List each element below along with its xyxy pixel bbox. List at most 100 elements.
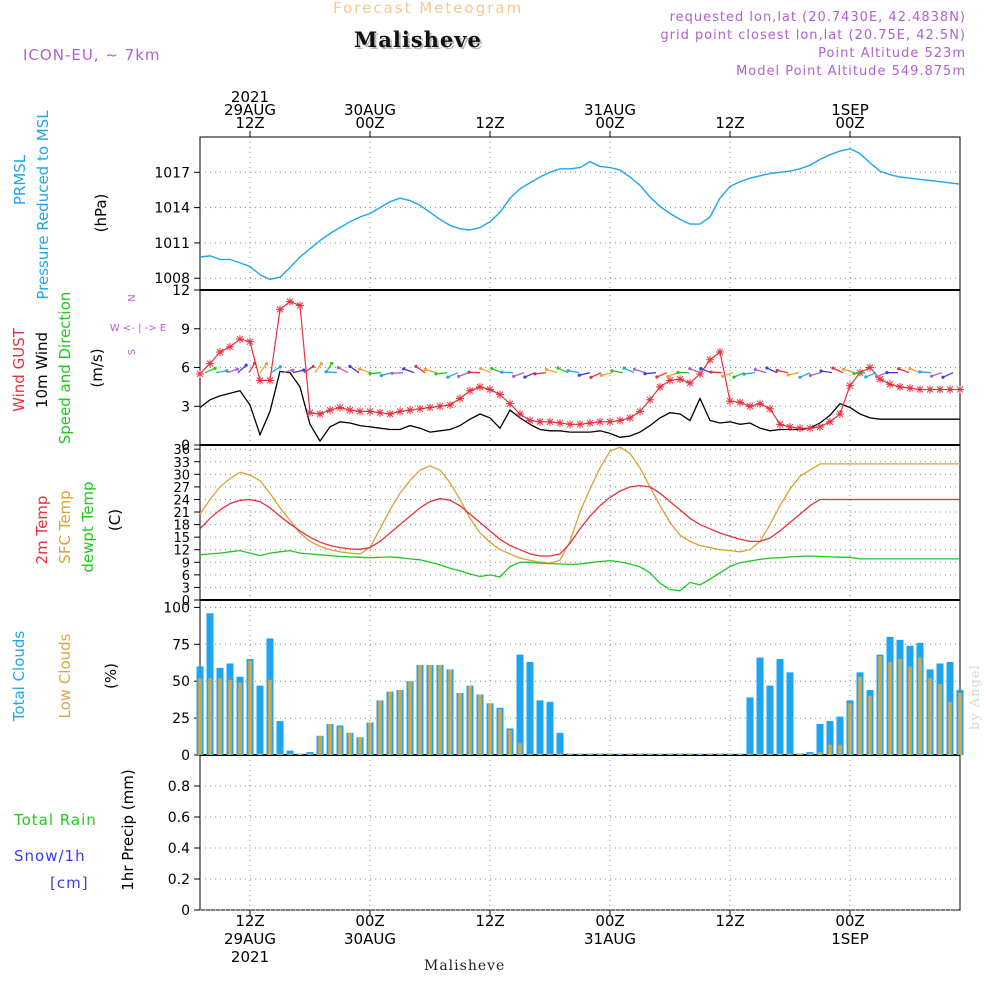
precip-ytick-label: 0.8 bbox=[168, 779, 190, 795]
precip-ytick-label: 0.6 bbox=[168, 810, 190, 826]
temperature-ytick-label: 6 bbox=[182, 569, 190, 584]
wind-direction-arrow bbox=[259, 363, 267, 374]
low-clouds-bar bbox=[788, 753, 792, 755]
wind-gust-marker bbox=[616, 416, 624, 425]
low-clouds-bar bbox=[888, 662, 892, 755]
wind-gust-marker bbox=[836, 410, 844, 418]
bottom-time-label: 1SEP bbox=[831, 930, 869, 948]
wind-gust-marker bbox=[236, 335, 244, 344]
temperature-ytick-label: 27 bbox=[173, 481, 190, 496]
total-clouds-bar bbox=[786, 672, 794, 755]
wind-direction-arrow bbox=[766, 367, 778, 374]
total-clouds-bar bbox=[816, 724, 824, 755]
wind-gust-marker bbox=[316, 410, 324, 418]
pressure-label-prmsl: PRMSL bbox=[11, 154, 29, 205]
low-clouds-bar bbox=[368, 722, 372, 755]
wind-direction-arrowhead bbox=[577, 373, 581, 377]
temp-label-dewpt: dewpt Temp bbox=[79, 481, 97, 572]
wind-direction-arrowhead bbox=[897, 367, 901, 371]
snow-unit-label: [cm] bbox=[50, 874, 89, 892]
wind-direction-arrowhead bbox=[311, 364, 315, 369]
wind-direction-arrowhead bbox=[622, 366, 626, 370]
wind-gust-marker bbox=[396, 407, 404, 416]
low-clouds-bar bbox=[278, 753, 282, 755]
wind-direction-arrow bbox=[634, 368, 646, 374]
compass-south: S bbox=[127, 349, 138, 355]
low-clouds-bar bbox=[338, 726, 342, 755]
low-clouds-bar bbox=[878, 656, 882, 755]
wind-direction-arrow bbox=[491, 367, 503, 374]
low-clouds-bar bbox=[738, 753, 742, 755]
wind-direction-arrow bbox=[777, 369, 789, 374]
low-clouds-bar bbox=[608, 753, 612, 755]
wind-gust-marker bbox=[406, 406, 414, 415]
wind-gust-marker bbox=[746, 402, 754, 411]
wind-direction-arrowhead bbox=[720, 374, 725, 378]
wind-direction-arrow bbox=[700, 367, 712, 374]
low-clouds-bar bbox=[938, 684, 942, 755]
wind-direction-arrow bbox=[744, 372, 756, 375]
pressure-ytick-label: 1017 bbox=[154, 165, 190, 181]
total-clouds-bar bbox=[776, 659, 784, 755]
low-clouds-bar bbox=[678, 753, 682, 755]
wind-label-direction: Speed and Direction bbox=[56, 292, 74, 445]
temperature-ytick-label: 36 bbox=[173, 443, 190, 458]
wind-direction-arrow bbox=[557, 367, 569, 374]
wind-gust-marker bbox=[286, 297, 294, 306]
wind-direction-arrowhead bbox=[446, 375, 450, 379]
bottom-time-label: 00Z bbox=[595, 912, 624, 930]
total-clouds-bar bbox=[256, 685, 264, 755]
pressure-label-unit: (hPa) bbox=[92, 194, 110, 233]
low-clouds-bar bbox=[268, 679, 272, 755]
wind-gust-marker bbox=[846, 381, 854, 390]
wind-direction-arrowhead bbox=[632, 367, 637, 371]
wind-gust-marker bbox=[916, 385, 924, 394]
low-clouds-bar bbox=[408, 681, 412, 755]
temperature-ytick-label: 9 bbox=[182, 556, 190, 571]
temp-2m-line bbox=[199, 484, 960, 557]
low-clouds-bar bbox=[518, 743, 522, 755]
wind-direction-arrowhead bbox=[688, 367, 692, 371]
snow-label: Snow/1h bbox=[14, 847, 86, 865]
wind-gust-marker bbox=[666, 376, 674, 385]
wind-direction-arrow bbox=[337, 367, 349, 374]
clouds-label-unit: (%) bbox=[102, 663, 120, 689]
wind-direction-arrowhead bbox=[709, 370, 713, 374]
wind-gust-marker bbox=[266, 376, 274, 385]
wind-direction-arrowhead bbox=[918, 370, 922, 374]
total-clouds-bar bbox=[516, 654, 524, 755]
wind-direction-arrowhead bbox=[841, 367, 846, 371]
wind-direction-arrow bbox=[391, 372, 404, 374]
wind-direction-arrowhead bbox=[808, 373, 812, 378]
wind-direction-arrow bbox=[447, 372, 459, 378]
wind-direction-arrowhead bbox=[533, 372, 537, 376]
wind-direction-arrowhead bbox=[819, 369, 823, 373]
wind-direction-arrowhead bbox=[655, 375, 659, 379]
wind-direction-arrowhead bbox=[302, 368, 306, 372]
wind-direction-arrowhead bbox=[885, 371, 889, 375]
wind-gust-marker bbox=[766, 404, 774, 413]
wind-direction-arrow bbox=[722, 372, 734, 377]
wind-gust-marker bbox=[776, 420, 784, 429]
top-time-label: 00Z bbox=[355, 114, 384, 132]
low-clouds-bar bbox=[298, 753, 302, 755]
wind-gust-marker bbox=[796, 424, 804, 433]
low-clouds-bar bbox=[668, 753, 672, 755]
wind-direction-arrowhead bbox=[479, 366, 483, 371]
wind-direction-arrowhead bbox=[544, 367, 549, 372]
wind-direction-arrow bbox=[349, 365, 360, 374]
wind-direction-arrowhead bbox=[423, 367, 428, 372]
temperature-ytick-label: 0 bbox=[182, 594, 190, 609]
low-clouds-bar bbox=[778, 753, 782, 755]
temp-label-2m: 2m Temp bbox=[33, 496, 51, 565]
low-clouds-bar bbox=[848, 703, 852, 755]
wind-ytick-label: 6 bbox=[181, 361, 190, 377]
wind-gust-marker bbox=[516, 410, 524, 418]
low-clouds-bar bbox=[378, 700, 382, 755]
wind-direction-arrow bbox=[853, 372, 866, 375]
wind-gust-marker bbox=[296, 301, 304, 310]
wind-direction-arrow bbox=[689, 368, 701, 374]
wind-ytick-label: 3 bbox=[181, 399, 190, 415]
low-clouds-bar bbox=[948, 701, 952, 755]
bottom-time-label: 12Z bbox=[235, 912, 264, 930]
